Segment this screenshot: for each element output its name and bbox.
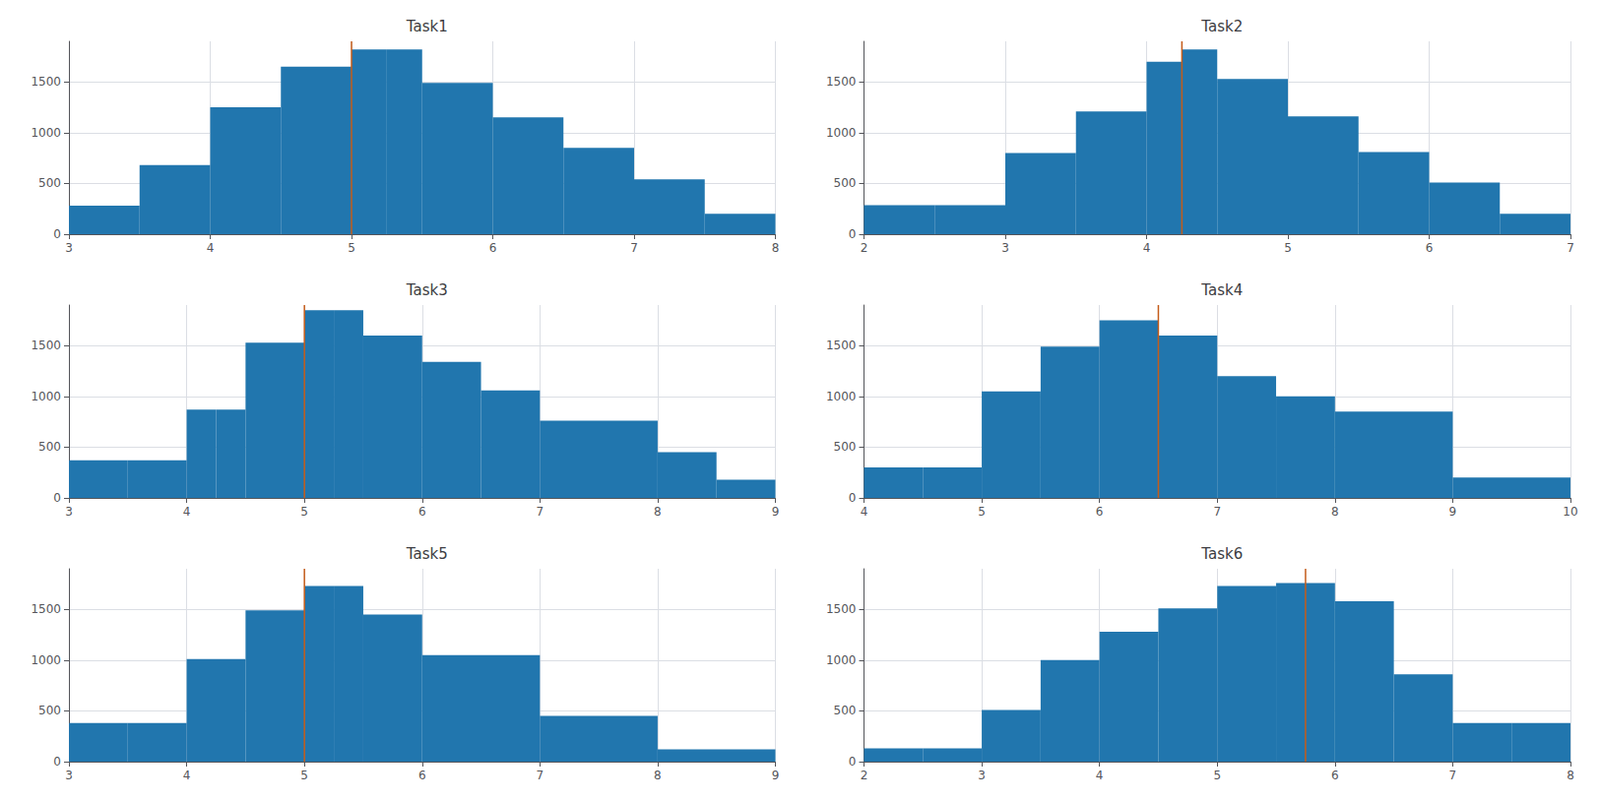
svg-text:0: 0 bbox=[53, 227, 62, 242]
svg-text:500: 500 bbox=[833, 176, 857, 191]
svg-text:2: 2 bbox=[860, 768, 869, 783]
svg-text:5: 5 bbox=[300, 505, 309, 519]
svg-text:5: 5 bbox=[347, 241, 356, 256]
svg-text:9: 9 bbox=[1449, 505, 1458, 519]
svg-text:1000: 1000 bbox=[826, 653, 857, 668]
svg-text:4: 4 bbox=[183, 505, 192, 519]
svg-text:6: 6 bbox=[1425, 241, 1434, 256]
svg-text:Task2: Task2 bbox=[1200, 17, 1243, 36]
svg-text:1000: 1000 bbox=[826, 126, 857, 140]
svg-text:0: 0 bbox=[848, 227, 857, 242]
svg-text:5: 5 bbox=[1283, 241, 1292, 256]
svg-text:Task3: Task3 bbox=[405, 281, 448, 300]
svg-text:500: 500 bbox=[38, 176, 62, 191]
svg-text:7: 7 bbox=[536, 768, 545, 783]
svg-text:1500: 1500 bbox=[30, 74, 62, 89]
svg-text:3: 3 bbox=[64, 768, 73, 783]
svg-text:4: 4 bbox=[1095, 768, 1104, 783]
svg-text:7: 7 bbox=[1566, 241, 1575, 256]
svg-text:4: 4 bbox=[183, 768, 192, 783]
svg-text:5: 5 bbox=[977, 505, 986, 519]
svg-text:2: 2 bbox=[860, 241, 869, 256]
svg-text:6: 6 bbox=[418, 505, 427, 519]
svg-text:Task6: Task6 bbox=[1200, 545, 1243, 564]
svg-text:Task5: Task5 bbox=[405, 545, 448, 564]
svg-text:7: 7 bbox=[630, 241, 639, 256]
svg-text:3: 3 bbox=[64, 241, 73, 256]
svg-text:1000: 1000 bbox=[826, 389, 857, 404]
svg-text:4: 4 bbox=[860, 505, 869, 519]
svg-text:9: 9 bbox=[771, 768, 780, 783]
svg-text:7: 7 bbox=[536, 505, 545, 519]
svg-text:500: 500 bbox=[833, 440, 857, 454]
svg-text:5: 5 bbox=[300, 768, 309, 783]
svg-text:3: 3 bbox=[977, 768, 986, 783]
svg-text:6: 6 bbox=[489, 241, 498, 256]
svg-text:500: 500 bbox=[38, 440, 62, 454]
svg-text:10: 10 bbox=[1562, 505, 1578, 519]
svg-text:3: 3 bbox=[64, 505, 73, 519]
svg-text:4: 4 bbox=[206, 241, 215, 256]
svg-text:1500: 1500 bbox=[30, 602, 62, 617]
svg-text:6: 6 bbox=[418, 768, 427, 783]
svg-text:1000: 1000 bbox=[30, 126, 62, 140]
svg-text:1000: 1000 bbox=[30, 389, 62, 404]
svg-text:1000: 1000 bbox=[30, 653, 62, 668]
svg-text:3: 3 bbox=[1001, 241, 1010, 256]
svg-text:1500: 1500 bbox=[30, 338, 62, 353]
svg-text:0: 0 bbox=[848, 491, 857, 506]
svg-text:1500: 1500 bbox=[826, 338, 857, 353]
svg-text:6: 6 bbox=[1095, 505, 1104, 519]
svg-text:1500: 1500 bbox=[826, 602, 857, 617]
svg-text:0: 0 bbox=[848, 755, 857, 769]
svg-text:500: 500 bbox=[38, 704, 62, 718]
svg-text:9: 9 bbox=[771, 505, 780, 519]
svg-text:0: 0 bbox=[53, 755, 62, 769]
svg-text:8: 8 bbox=[771, 241, 780, 256]
svg-text:5: 5 bbox=[1213, 768, 1221, 783]
svg-text:7: 7 bbox=[1449, 768, 1458, 783]
svg-text:7: 7 bbox=[1213, 505, 1221, 519]
svg-text:8: 8 bbox=[1331, 505, 1340, 519]
svg-text:Task4: Task4 bbox=[1200, 281, 1243, 300]
svg-text:4: 4 bbox=[1143, 241, 1152, 256]
svg-text:8: 8 bbox=[1566, 768, 1575, 783]
svg-text:Task1: Task1 bbox=[405, 17, 448, 36]
svg-text:6: 6 bbox=[1331, 768, 1340, 783]
svg-text:500: 500 bbox=[833, 704, 857, 718]
svg-text:8: 8 bbox=[653, 505, 662, 519]
svg-text:1500: 1500 bbox=[826, 74, 857, 89]
svg-text:8: 8 bbox=[653, 768, 662, 783]
svg-text:0: 0 bbox=[53, 491, 62, 506]
